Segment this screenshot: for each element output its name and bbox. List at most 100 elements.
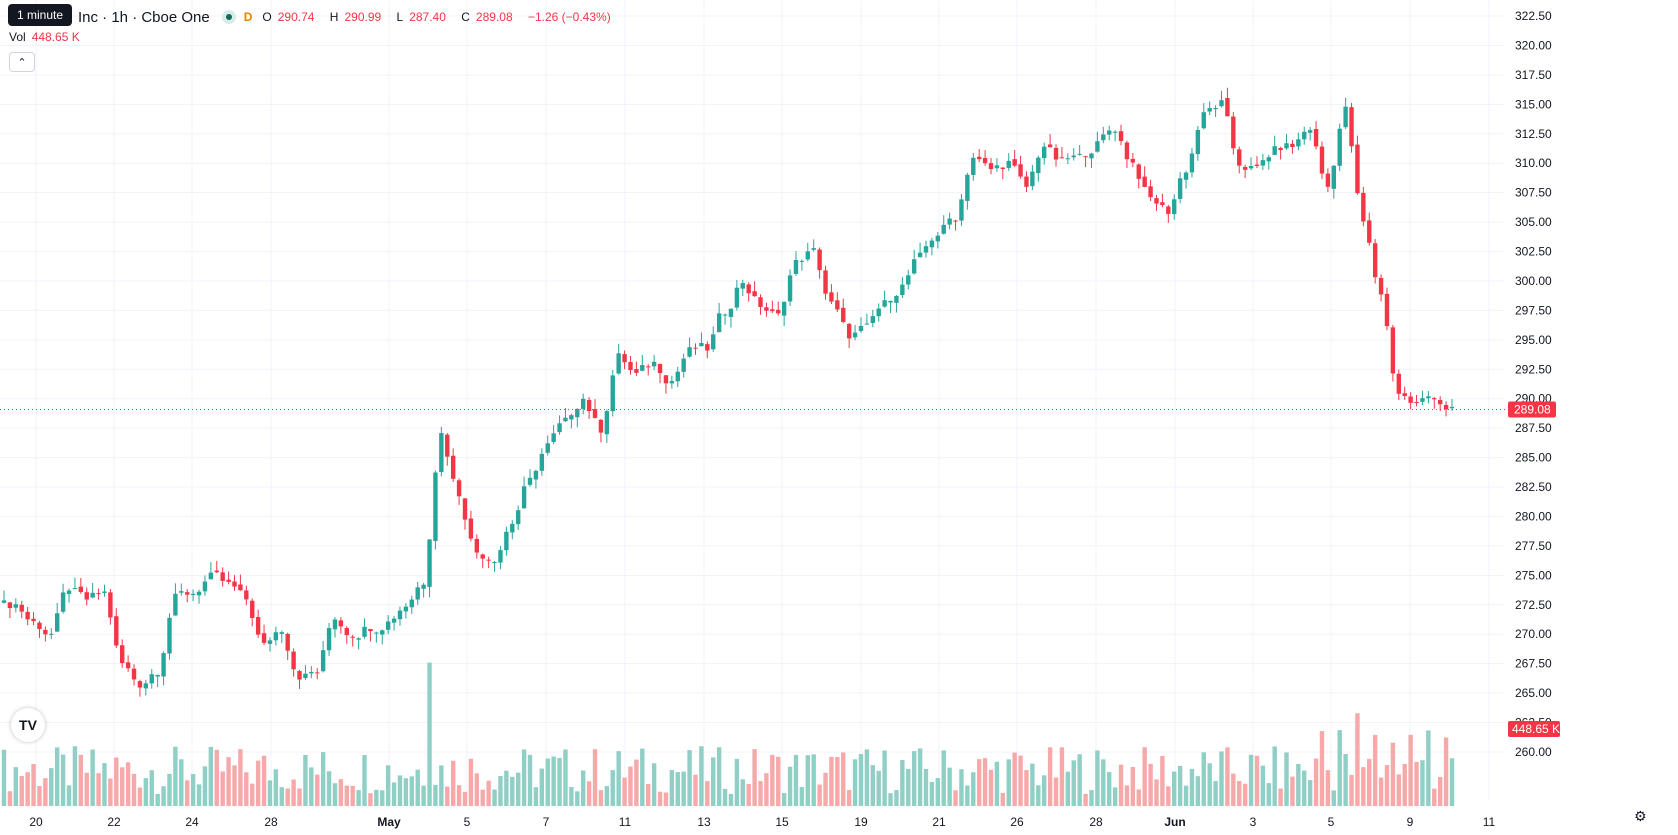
- volume-bar: [344, 785, 349, 806]
- volume-bar: [1095, 750, 1100, 806]
- tradingview-logo-icon[interactable]: TV: [11, 708, 45, 742]
- candle-body: [693, 347, 698, 349]
- candle-body: [13, 604, 19, 608]
- candle-body: [900, 284, 905, 295]
- candle-body: [303, 673, 308, 679]
- candle-body: [1337, 128, 1342, 166]
- volume-bar: [604, 786, 610, 806]
- candle-body: [622, 354, 627, 363]
- price-tick-label: 312.50: [1515, 127, 1552, 141]
- candle-body: [338, 620, 344, 627]
- candle-body: [60, 592, 66, 612]
- volume-bar: [131, 773, 137, 806]
- candle-body: [25, 611, 30, 620]
- price-tick-label: 270.00: [1515, 627, 1552, 641]
- candle-body: [551, 433, 556, 442]
- time-tick-label: Jun: [1164, 815, 1185, 829]
- candle-body: [1284, 143, 1289, 149]
- candle-body: [504, 531, 509, 551]
- symbol-title[interactable]: Inc · 1h · Cboe One: [78, 8, 210, 26]
- candle-body: [1231, 116, 1236, 149]
- volume-bar: [108, 778, 113, 806]
- candle-body: [1219, 100, 1224, 107]
- volume-bar: [1432, 788, 1437, 806]
- candle-body: [870, 316, 875, 324]
- candle-body: [527, 477, 533, 485]
- candle-body: [439, 433, 444, 473]
- price-change: −1.26 (−0.43%): [527, 10, 611, 24]
- candle-body: [1414, 402, 1419, 404]
- candle-body: [474, 538, 480, 553]
- volume-bar: [1041, 775, 1047, 806]
- volume-bar: [1437, 777, 1443, 806]
- volume-bar: [646, 784, 651, 806]
- candle-body: [569, 415, 574, 420]
- volume-bar: [285, 788, 290, 806]
- candle-body: [646, 366, 651, 368]
- volume-bar: [852, 759, 858, 806]
- candle-body: [1030, 171, 1035, 187]
- candle-body: [167, 617, 172, 654]
- volume-bar: [31, 763, 36, 806]
- candle-body: [445, 434, 450, 457]
- volume-bar: [1254, 755, 1260, 806]
- volume-bar: [793, 754, 799, 806]
- collapse-legend-button[interactable]: ⌃: [9, 52, 35, 72]
- candle-body: [31, 618, 36, 622]
- volume-bar: [362, 755, 367, 806]
- candle-body: [202, 581, 208, 592]
- volume-bar: [510, 776, 515, 806]
- market-status[interactable]: D: [221, 10, 253, 24]
- candle-body: [728, 308, 734, 317]
- candle-body: [84, 592, 89, 600]
- volume-bar: [267, 780, 273, 806]
- volume-bar: [734, 758, 740, 806]
- volume-bar: [208, 746, 214, 806]
- volume-bar: [1284, 752, 1289, 806]
- candle-body: [864, 323, 870, 325]
- candle-body: [492, 561, 497, 563]
- candle-body: [716, 313, 722, 333]
- candle-body: [427, 539, 432, 587]
- volume-bar: [929, 781, 935, 806]
- candle-body: [1201, 112, 1206, 129]
- session-badge: D: [243, 10, 253, 24]
- volume-bar: [1112, 787, 1118, 806]
- volume-bar: [575, 791, 580, 806]
- candle-body: [1325, 173, 1331, 187]
- volume-bar: [149, 770, 154, 806]
- candle-body: [291, 651, 296, 670]
- volume-bar: [1426, 730, 1431, 806]
- price-tick-label: 265.00: [1515, 686, 1552, 700]
- volume-bar: [291, 779, 296, 806]
- candle-body: [273, 632, 279, 641]
- candle-body: [385, 621, 391, 630]
- candle-body: [592, 409, 598, 418]
- candle-body: [356, 638, 361, 640]
- candle-body: [391, 618, 397, 623]
- volume-bar: [137, 787, 143, 806]
- market-open-dot-icon: [221, 10, 236, 24]
- volume-bar: [1024, 770, 1029, 806]
- candle-body: [610, 375, 615, 412]
- settings-gear-icon[interactable]: ⚙: [1634, 808, 1647, 824]
- candle-body: [1012, 159, 1017, 166]
- time-tick-label: May: [377, 815, 401, 829]
- volume-bar: [385, 765, 391, 806]
- candle-body: [421, 584, 426, 589]
- volume-bar: [805, 755, 810, 806]
- candle-body: [846, 323, 852, 339]
- volume-bar: [102, 763, 107, 806]
- volume-bar: [72, 746, 78, 806]
- candle-body: [37, 622, 42, 630]
- candle-body: [374, 632, 379, 634]
- candle-body: [1059, 157, 1065, 159]
- candle-body: [841, 307, 846, 322]
- candle-body: [54, 613, 60, 632]
- volume-bar: [787, 766, 793, 806]
- volume-bar: [1018, 755, 1023, 806]
- candle-body: [976, 156, 982, 160]
- candle-body: [675, 371, 680, 382]
